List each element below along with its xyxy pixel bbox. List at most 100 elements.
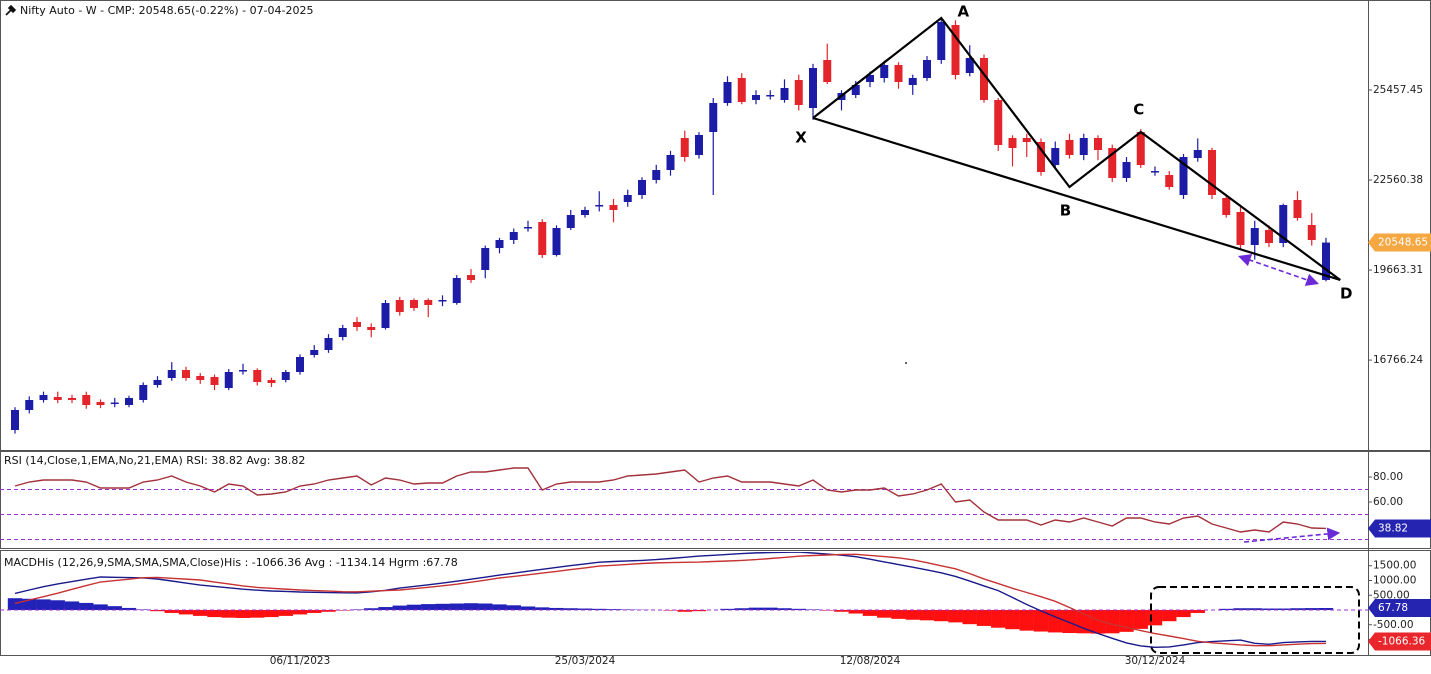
candle-body [253, 370, 262, 383]
candle-body [652, 170, 661, 180]
candle-body [1008, 138, 1017, 149]
candle-body [1193, 150, 1202, 158]
histogram-bar [834, 610, 849, 612]
rsi-line [14, 467, 1327, 533]
histogram-bar [421, 604, 436, 611]
histogram-bar [1261, 608, 1277, 611]
candle-body [994, 100, 1003, 145]
candle-body [866, 74, 874, 83]
histogram-bar [50, 600, 65, 611]
candle-body [53, 396, 62, 400]
macd-line [14, 552, 1327, 648]
candle-body [210, 377, 219, 385]
histogram-bar [435, 603, 450, 611]
histogram-bar [919, 610, 935, 621]
value-tag [1368, 599, 1431, 618]
histogram-bar [763, 607, 778, 611]
candle-body [566, 215, 575, 228]
histogram-bar [748, 607, 764, 611]
histogram-bar [463, 603, 479, 611]
candle-body [666, 155, 675, 171]
histogram-bar [962, 610, 977, 625]
histogram-bar [848, 610, 863, 614]
candle-body [367, 327, 376, 330]
histogram-bar [1019, 610, 1034, 631]
x-tick-label: 06/11/2023 [270, 655, 331, 667]
histogram-bar [1318, 608, 1334, 611]
histogram-bar [1176, 610, 1191, 618]
candle-body [951, 24, 960, 75]
histogram-bar [364, 608, 379, 611]
candle-body [894, 65, 903, 83]
candle-body [438, 300, 447, 302]
candle-body [1222, 198, 1231, 216]
x-tick-label: 30/12/2024 [1125, 655, 1186, 667]
histogram-bar [107, 606, 122, 611]
histogram-bar [948, 610, 963, 623]
candle-body [410, 300, 418, 308]
candle-body [695, 134, 703, 156]
histogram-bar [791, 608, 806, 611]
macd-plot [0, 552, 1368, 648]
candle-body [296, 356, 304, 373]
histogram-bar [1048, 610, 1063, 633]
histogram-bar [207, 610, 222, 618]
candle-body [595, 205, 604, 207]
candle-body [11, 410, 19, 430]
candle-body [980, 57, 988, 100]
histogram-bar [520, 606, 536, 611]
y-tick-label: 25457.45 [1373, 84, 1423, 96]
histogram-bar [1290, 608, 1305, 611]
histogram-bar [193, 610, 208, 616]
candle-body [524, 227, 532, 229]
candle-body [581, 210, 589, 216]
histogram-bar [934, 610, 949, 622]
y-tick-label: -500.00 [1373, 619, 1414, 631]
histogram-bar [321, 610, 336, 612]
histogram-bar [1090, 610, 1106, 634]
candle-body [1122, 161, 1131, 178]
candle-body [723, 82, 732, 104]
pattern-point-label: B [1060, 202, 1071, 220]
histogram-bar [492, 604, 507, 611]
histogram-bar [1147, 610, 1163, 626]
candle-body [239, 370, 247, 372]
histogram-bar [449, 603, 464, 611]
histogram-bar [406, 604, 422, 611]
candle-body [809, 67, 817, 108]
histogram-bar [506, 605, 521, 611]
histogram-bar [1133, 610, 1148, 629]
harmonic-pattern [812, 16, 1341, 281]
histogram-bar [905, 610, 920, 620]
histogram-bar [620, 609, 635, 611]
candle-body [267, 379, 276, 384]
histogram-bar [691, 610, 707, 612]
histogram-bar [563, 608, 578, 611]
main-plot [11, 16, 1341, 434]
candle-body [139, 384, 148, 400]
pattern-point-label: D [1340, 284, 1352, 302]
histogram-bar [93, 604, 108, 611]
histogram-bar [221, 610, 236, 618]
candle-body [1136, 132, 1145, 166]
y-tick-label: 19663.31 [1373, 264, 1423, 276]
candle-body [1022, 138, 1031, 143]
value-tag-label: -1066.36 [1378, 635, 1426, 647]
candle-body [1037, 142, 1045, 173]
histogram-bar [121, 607, 137, 611]
histogram-bar [1062, 610, 1077, 634]
candle-body [196, 376, 205, 380]
x-tick-label: 12/08/2024 [840, 655, 901, 667]
histogram-bar [335, 610, 350, 611]
candle-body [538, 222, 547, 256]
pattern-xd-line [812, 116, 1341, 282]
histogram-bar [777, 608, 792, 611]
pattern-point-label: X [795, 128, 807, 146]
candle-body [110, 402, 119, 405]
value-tag [1368, 519, 1431, 538]
histogram-bar [1005, 610, 1020, 630]
price-divergence-arrow [1237, 254, 1320, 286]
histogram-bar [150, 610, 165, 612]
